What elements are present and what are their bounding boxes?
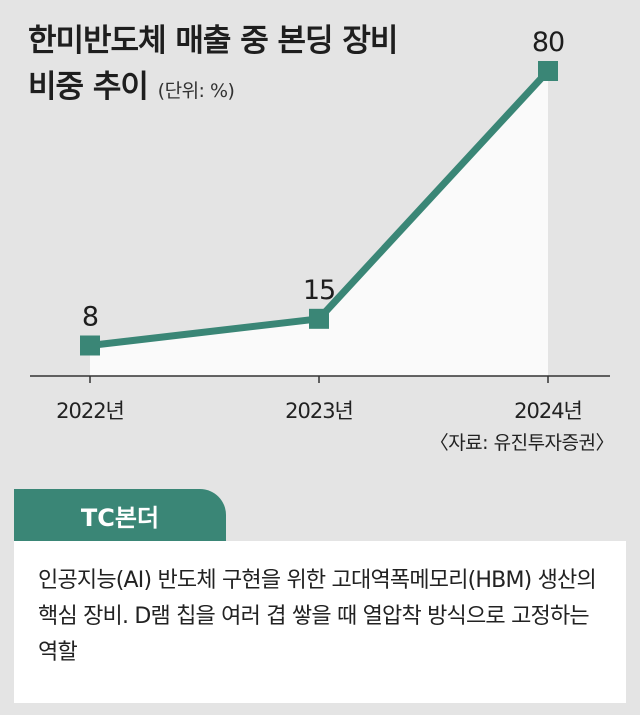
area-fill (90, 71, 548, 376)
x-tick-label-0: 2022년 (56, 399, 124, 423)
source-note: 〈자료: 유진투자증권〉 (429, 432, 615, 454)
info-box: 인공지능(AI) 반도체 구현을 위한 고대역폭메모리(HBM) 생산의 핵심 … (14, 541, 626, 703)
chart-title-line2: 비중 추이 (단위: %) (28, 64, 397, 114)
data-point-2 (538, 61, 558, 81)
chart-labels-layer: 8 15 80 (82, 27, 565, 333)
data-point-1 (309, 308, 329, 329)
chart-title-line1: 한미반도체 매출 중 본딩 장비 (28, 23, 398, 59)
info-tab: TC본더 (14, 489, 226, 541)
info-tab-label: TC본더 (80, 503, 160, 532)
data-label-2: 80 (532, 27, 564, 58)
chart-ticks-layer: 2022년 2023년 2024년 (30, 375, 610, 423)
x-tick-label-2: 2024년 (514, 399, 582, 423)
unit-label: (단위: %) (157, 80, 235, 102)
data-label-1: 15 (303, 275, 335, 306)
chart-area-layer (90, 71, 548, 376)
chart-title-line2-text: 비중 추이 (28, 69, 149, 105)
x-tick-label-1: 2023년 (285, 399, 353, 423)
data-point-0 (80, 335, 100, 356)
chart-title: 한미반도체 매출 중 본딩 장비 비중 추이 (단위: %) (28, 18, 398, 114)
data-label-0: 8 (82, 302, 98, 333)
chart-marks-layer (80, 61, 558, 356)
info-description: 인공지능(AI) 반도체 구현을 위한 고대역폭메모리(HBM) 생산의 핵심 … (38, 568, 597, 665)
